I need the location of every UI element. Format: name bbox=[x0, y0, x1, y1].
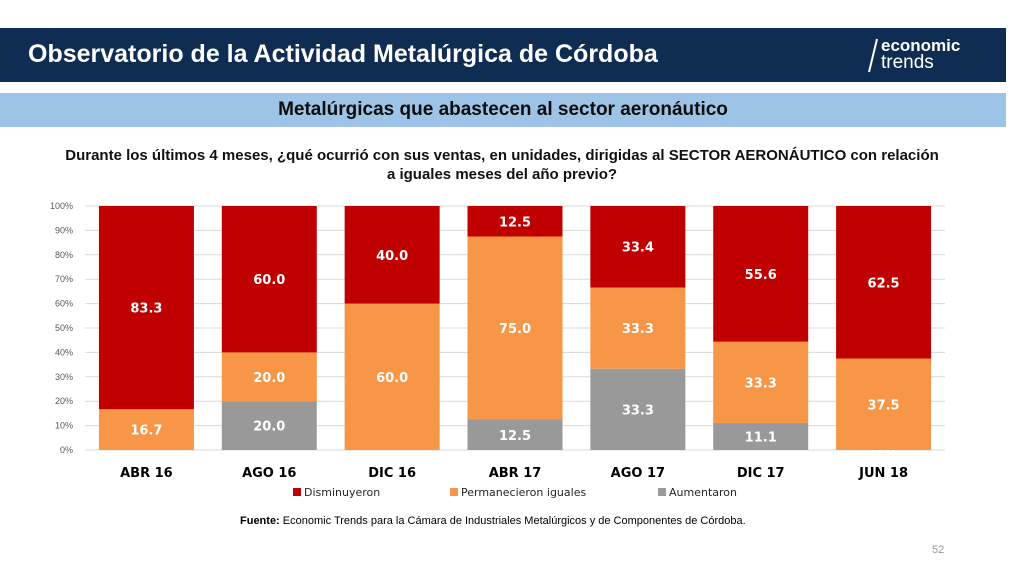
y-tick-label: 80% bbox=[55, 250, 73, 260]
y-tick-label: 70% bbox=[55, 274, 73, 284]
chart-title: Durante los últimos 4 meses, ¿qué ocurri… bbox=[65, 147, 939, 183]
y-tick-label: 0% bbox=[60, 445, 73, 455]
bar-segment bbox=[221, 206, 317, 353]
legend-swatch bbox=[658, 488, 666, 496]
x-tick-label: DIC 16 bbox=[368, 466, 416, 481]
bar-segment bbox=[221, 352, 317, 402]
data-label: 16.7 bbox=[130, 424, 162, 439]
logo-slash-icon bbox=[868, 38, 878, 73]
x-tick-label: AGO 17 bbox=[611, 466, 665, 481]
bar-segment bbox=[344, 303, 440, 450]
section-subtitle: Metalúrgicas que abastecen al sector aer… bbox=[278, 99, 728, 120]
bar-segment bbox=[344, 206, 440, 304]
legend-entry: Disminuyeron bbox=[304, 486, 380, 499]
bar-segment bbox=[590, 368, 686, 450]
y-tick-label: 40% bbox=[55, 347, 73, 357]
source-text: Economic Trends para la Cámara de Indust… bbox=[279, 515, 746, 527]
page-number: 52 bbox=[932, 544, 945, 556]
bar-segment bbox=[467, 206, 563, 237]
y-tick-label: 50% bbox=[55, 323, 73, 333]
data-label: 20.0 bbox=[253, 420, 285, 435]
data-label: 55.6 bbox=[745, 268, 777, 283]
data-label: 40.0 bbox=[376, 249, 408, 264]
bar-segment bbox=[467, 419, 563, 450]
source-label: Fuente: bbox=[240, 515, 280, 527]
data-label: 75.0 bbox=[499, 322, 531, 337]
data-label: 33.3 bbox=[622, 322, 654, 337]
bar-segment bbox=[836, 206, 932, 359]
data-label: 11.1 bbox=[745, 430, 777, 445]
x-tick-label: DIC 17 bbox=[737, 466, 785, 481]
header-bar: Observatorio de la Actividad Metalúrgica… bbox=[0, 28, 1006, 82]
x-tick-label: ABR 17 bbox=[489, 466, 542, 481]
source-note: Fuente: Economic Trends para la Cámara d… bbox=[240, 515, 746, 527]
y-tick-label: 10% bbox=[55, 421, 73, 431]
bar-segment bbox=[590, 287, 686, 369]
data-label: 12.5 bbox=[499, 429, 531, 444]
y-tick-label: 90% bbox=[55, 225, 73, 235]
data-label: 33.4 bbox=[622, 241, 654, 256]
data-label: 33.3 bbox=[622, 403, 654, 418]
bar-segment bbox=[713, 341, 809, 423]
data-label: 12.5 bbox=[499, 215, 531, 230]
bar-segment bbox=[590, 206, 686, 288]
bar-segment bbox=[836, 358, 932, 450]
x-tick-label: ABR 16 bbox=[120, 466, 173, 481]
legend-swatch bbox=[293, 488, 301, 496]
legend-entry: Aumentaron bbox=[669, 486, 737, 499]
y-tick-label: 100% bbox=[50, 201, 73, 211]
page-title: Observatorio de la Actividad Metalúrgica… bbox=[28, 40, 658, 68]
data-label: 20.0 bbox=[253, 371, 285, 386]
y-tick-label: 20% bbox=[55, 396, 73, 406]
data-label: 83.3 bbox=[130, 302, 162, 317]
bar-segment bbox=[467, 236, 563, 420]
y-tick-label: 30% bbox=[55, 372, 73, 382]
legend-entry: Permanecieron iguales bbox=[461, 486, 586, 499]
x-tick-label: JUN 18 bbox=[858, 466, 908, 481]
bar-segment bbox=[713, 206, 809, 342]
bar-segment bbox=[98, 206, 194, 410]
bar-segment bbox=[221, 401, 317, 450]
y-tick-label: 60% bbox=[55, 299, 73, 309]
subtitle-bar: Metalúrgicas que abastecen al sector aer… bbox=[0, 93, 1006, 127]
data-label: 37.5 bbox=[868, 398, 900, 413]
data-label: 33.3 bbox=[745, 376, 777, 391]
economic-trends-logo: economic trends bbox=[866, 36, 996, 76]
data-label: 62.5 bbox=[868, 276, 900, 291]
logo-text-top: economic bbox=[881, 36, 961, 55]
data-label: 60.0 bbox=[253, 273, 285, 288]
bar-segment bbox=[713, 422, 809, 450]
x-tick-label: AGO 16 bbox=[242, 466, 296, 481]
legend-swatch bbox=[450, 488, 458, 496]
logo-text-bottom: trends bbox=[881, 52, 934, 73]
bar-segment bbox=[98, 409, 194, 450]
data-label: 60.0 bbox=[376, 371, 408, 386]
